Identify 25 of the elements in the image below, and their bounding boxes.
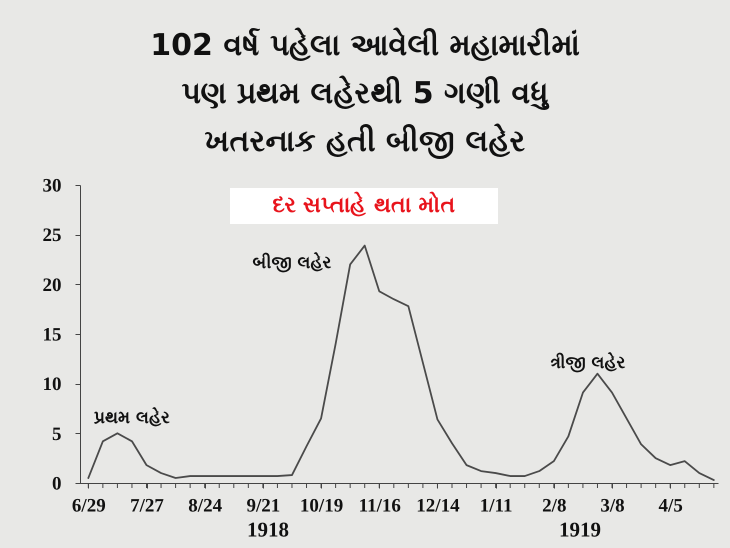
y-tick-label: 25 bbox=[42, 225, 62, 246]
x-tick-label: 2/8 bbox=[542, 496, 566, 516]
y-tick-label: 30 bbox=[42, 176, 62, 196]
y-tick-label: 10 bbox=[42, 374, 62, 396]
x-tick-label: 11/16 bbox=[358, 496, 401, 516]
annotation: ત્રીજી લહેર bbox=[550, 353, 626, 373]
x-tick-label: 10/19 bbox=[300, 496, 344, 516]
line-series bbox=[87, 244, 715, 481]
y-tick-label: 0 bbox=[52, 474, 62, 494]
text: 1918 bbox=[247, 518, 289, 542]
x-tick-label: 4/5 bbox=[658, 496, 683, 516]
x-tick-label: 12/14 bbox=[416, 496, 460, 516]
chart-title: 102 વર્ષ પહેલા આવેલી મહામારીમાં પણ પ્રથમ લહેરથી 5 ગણી વધુ ખતરનાક હતી બીજી લહેર bbox=[149, 26, 581, 161]
annotation: પ્રથમ લહેર bbox=[94, 408, 170, 428]
x-tick-label: 3/8 bbox=[600, 496, 625, 516]
y-tick-label: 5 bbox=[52, 424, 62, 445]
y-tick-label: 20 bbox=[42, 274, 62, 296]
text: 1919 bbox=[559, 518, 601, 542]
y-tick-label: 15 bbox=[42, 324, 62, 346]
x-tick-label: 9/21 bbox=[246, 496, 280, 516]
x-tick-label: 8/24 bbox=[188, 496, 223, 516]
x-tick-label: 6/29 bbox=[72, 496, 106, 516]
x-tick-label: 1/11 bbox=[480, 496, 512, 516]
x-tick-label: 7/27 bbox=[130, 496, 164, 516]
annotation: બીજી લહેર bbox=[252, 253, 332, 273]
